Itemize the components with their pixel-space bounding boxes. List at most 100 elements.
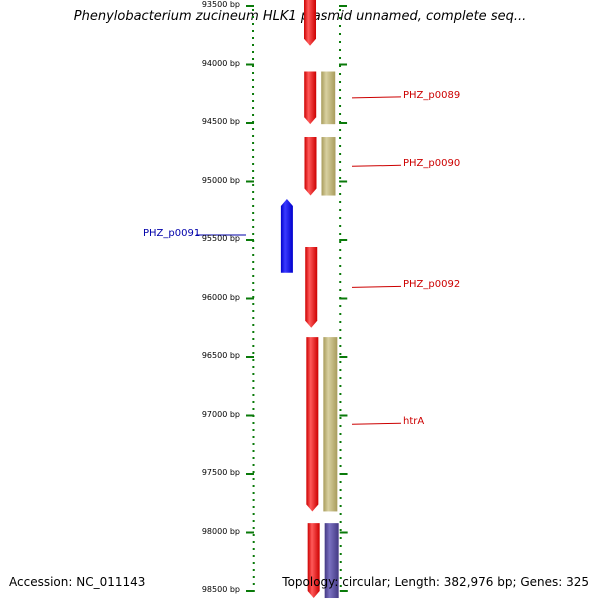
ruler-minor-tick	[252, 478, 255, 480]
ruler-major-tick	[246, 590, 254, 592]
gene-feature	[306, 337, 319, 512]
gene-label[interactable]: PHZ_p0089	[403, 89, 461, 101]
ruler-minor-tick	[339, 217, 342, 219]
gene-label[interactable]: PHZ_p0090	[403, 158, 461, 170]
ruler-minor-tick	[339, 457, 342, 459]
ruler-minor-tick	[252, 569, 255, 571]
ruler-minor-tick	[252, 16, 255, 18]
ruler-major-tick	[246, 122, 254, 124]
gene-label[interactable]: PHZ_p0091	[143, 228, 201, 240]
ruler-minor-tick	[252, 513, 255, 515]
ruler-minor-tick	[252, 65, 255, 67]
ruler-minor-tick	[252, 352, 255, 354]
ruler-minor-tick	[339, 281, 342, 283]
gene-feature	[305, 247, 318, 328]
ruler-minor-tick	[339, 545, 342, 547]
ruler-minor-tick	[252, 576, 255, 578]
ruler-minor-tick	[339, 305, 342, 307]
ruler-minor-tick	[252, 86, 255, 88]
ruler-major-tick	[339, 590, 348, 592]
ruler-minor-tick	[339, 505, 342, 507]
ruler-minor-tick	[252, 450, 255, 452]
ruler-minor-tick	[252, 128, 255, 130]
ruler-minor-tick	[339, 233, 342, 235]
ruler-minor-tick	[252, 212, 255, 214]
ruler-minor-tick	[252, 310, 255, 312]
ruler-minor-tick	[339, 481, 342, 483]
ruler-minor-tick	[339, 377, 342, 379]
cds-feature	[321, 71, 336, 125]
ruler-minor-tick	[339, 137, 342, 139]
ruler-minor-tick	[339, 353, 342, 355]
ruler-minor-tick	[339, 113, 342, 115]
ruler-major-tick	[246, 473, 254, 475]
ruler-minor-tick	[252, 373, 255, 375]
ruler-minor-tick	[252, 443, 255, 445]
ruler-minor-tick	[252, 534, 255, 536]
ruler-minor-tick	[252, 93, 255, 95]
gene-label[interactable]: htrA	[403, 416, 425, 428]
ruler-major-tick	[339, 239, 348, 241]
ruler-minor-tick	[252, 485, 255, 487]
gene-feature	[304, 137, 317, 196]
ruler-minor-tick	[252, 345, 255, 347]
ruler-minor-tick	[252, 366, 255, 368]
ruler-minor-tick	[252, 422, 255, 424]
ruler-minor-tick	[252, 156, 255, 158]
ruler-minor-tick	[252, 275, 255, 277]
ruler-minor-tick	[339, 577, 342, 579]
ruler-minor-tick	[252, 541, 255, 543]
ruler-minor-tick	[252, 233, 255, 235]
ruler-major-tick	[339, 356, 348, 358]
ruler-major-tick	[339, 180, 348, 183]
ruler-minor-tick	[252, 464, 255, 466]
ruler-minor-tick	[252, 254, 255, 256]
ruler-minor-tick	[339, 489, 342, 491]
ruler-minor-tick	[339, 249, 342, 251]
ruler-minor-tick	[339, 89, 342, 91]
genome-summary: Topology: circular; Length: 382,976 bp; …	[282, 575, 589, 589]
ruler-minor-tick	[252, 30, 255, 32]
gene-feature	[307, 523, 320, 599]
ruler-minor-tick	[339, 289, 342, 291]
ruler-minor-tick	[252, 9, 255, 11]
ruler-minor-tick	[252, 457, 255, 459]
ruler-minor-tick	[252, 583, 255, 585]
ruler-minor-tick	[252, 520, 255, 522]
ruler-minor-tick	[252, 380, 255, 382]
ruler-minor-tick	[252, 191, 255, 193]
ruler-minor-tick	[339, 33, 342, 35]
ruler-minor-tick	[252, 296, 255, 298]
gene-label-leader	[351, 285, 402, 288]
ruler-minor-tick	[339, 169, 342, 171]
ruler-minor-tick	[339, 553, 342, 555]
ruler-minor-tick	[339, 73, 342, 75]
gene-label[interactable]: PHZ_p0092	[403, 279, 461, 291]
ruler-minor-tick	[339, 201, 342, 203]
ruler-minor-tick	[339, 241, 342, 243]
ruler-minor-tick	[252, 114, 255, 116]
ruler-minor-tick	[252, 548, 255, 550]
ruler-major-tick	[339, 473, 348, 475]
ruler-minor-tick	[252, 23, 255, 25]
ruler-minor-tick	[252, 289, 255, 291]
ruler-minor-tick	[252, 387, 255, 389]
ruler-major-tick	[339, 63, 348, 66]
gene-label-leader	[351, 422, 402, 425]
ruler-minor-tick	[252, 401, 255, 403]
ruler-minor-tick	[252, 226, 255, 228]
ruler-minor-tick	[252, 359, 255, 361]
ruler-minor-tick	[252, 394, 255, 396]
ruler-minor-tick	[339, 385, 342, 387]
ruler-minor-tick	[339, 25, 342, 27]
ruler-minor-tick	[339, 313, 342, 315]
ruler-minor-tick	[252, 205, 255, 207]
ruler-minor-tick	[252, 408, 255, 410]
ruler-minor-tick	[252, 142, 255, 144]
ruler-minor-tick	[339, 409, 342, 411]
ruler-minor-tick	[252, 58, 255, 60]
ruler-major-tick	[339, 414, 348, 417]
ruler-minor-tick	[252, 100, 255, 102]
ruler-minor-tick	[252, 177, 255, 179]
